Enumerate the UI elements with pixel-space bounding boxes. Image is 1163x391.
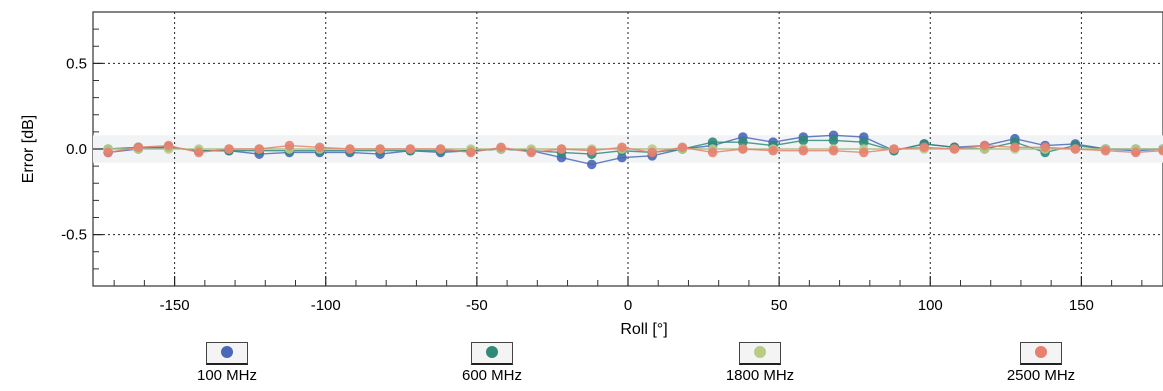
x-tick-label: 50 bbox=[771, 297, 788, 314]
legend-marker-icon bbox=[754, 346, 766, 358]
legend-marker-icon bbox=[221, 346, 233, 358]
series-line bbox=[108, 134, 1163, 166]
data-point bbox=[586, 145, 597, 156]
chart: -150 -100 -50 0 50 100 150 0.5 0.0 -0.5 Roll [°] Er… bbox=[20, 11, 1163, 338]
data-point bbox=[707, 147, 718, 158]
data-point bbox=[163, 140, 174, 151]
data-point bbox=[435, 144, 446, 154]
y-axis-title: Error [dB] bbox=[20, 115, 37, 183]
data-point bbox=[858, 147, 869, 158]
y-tick-label: 0.5 bbox=[66, 55, 87, 72]
x-tick-label: 150 bbox=[1069, 297, 1094, 314]
legend-marker-icon bbox=[486, 346, 498, 358]
data-point bbox=[103, 147, 113, 158]
data-point bbox=[466, 147, 476, 158]
legend-marker-icon bbox=[1035, 346, 1047, 358]
x-tick-label: -50 bbox=[466, 297, 488, 314]
legend-swatch bbox=[1020, 342, 1062, 365]
data-point bbox=[133, 142, 144, 153]
x-tick-label: 0 bbox=[624, 297, 632, 314]
legend-item-1800mhz[interactable]: 1800 MHz bbox=[705, 342, 815, 384]
data-point bbox=[889, 144, 899, 154]
data-point bbox=[647, 147, 657, 158]
x-axis-title: Roll [°] bbox=[620, 321, 667, 338]
data-point bbox=[1070, 144, 1081, 154]
legend-label: 1800 MHz bbox=[725, 367, 795, 384]
x-tick-label: -100 bbox=[311, 297, 341, 314]
data-point bbox=[193, 147, 204, 158]
legend-label: 100 MHz bbox=[196, 367, 258, 384]
data-point bbox=[858, 137, 869, 147]
series-line bbox=[107, 144, 1163, 154]
legend-item-2500mhz[interactable]: 2500 MHz bbox=[986, 342, 1096, 384]
legend-swatch bbox=[206, 342, 248, 365]
data-point bbox=[1100, 145, 1111, 156]
data-point bbox=[828, 145, 839, 156]
data-point bbox=[254, 144, 265, 154]
legend-swatch bbox=[739, 342, 781, 365]
legend: 100 MHz 600 MHz 1800 MHz 2500 MHz bbox=[0, 342, 1163, 391]
series-line bbox=[108, 139, 1163, 155]
y-tick-label: -0.5 bbox=[61, 227, 87, 244]
data-point bbox=[677, 142, 688, 153]
data-point bbox=[949, 144, 960, 154]
data-point bbox=[798, 145, 809, 156]
data-point bbox=[919, 142, 930, 153]
data-point bbox=[496, 142, 506, 153]
data-point bbox=[738, 137, 748, 147]
data-point bbox=[768, 145, 778, 156]
data-point bbox=[617, 152, 627, 163]
data-point bbox=[828, 135, 839, 146]
data-point bbox=[586, 159, 597, 170]
y-tick-label: 0.0 bbox=[66, 141, 87, 158]
data-point bbox=[738, 144, 748, 154]
data-point bbox=[556, 144, 567, 154]
data-point bbox=[1040, 142, 1050, 153]
legend-item-600mhz[interactable]: 600 MHz bbox=[437, 342, 547, 384]
data-point bbox=[526, 147, 537, 158]
data-point bbox=[1130, 147, 1141, 158]
data-point bbox=[284, 140, 295, 151]
data-point bbox=[1158, 145, 1163, 156]
data-point bbox=[707, 137, 718, 147]
legend-item-100mhz[interactable]: 100 MHz bbox=[172, 342, 282, 384]
series-2500mhz bbox=[103, 140, 1163, 158]
x-tick-label: 100 bbox=[918, 297, 943, 314]
data-point bbox=[375, 144, 385, 154]
data-point bbox=[314, 142, 325, 153]
data-point bbox=[979, 140, 990, 151]
legend-label: 2500 MHz bbox=[1006, 367, 1076, 384]
data-point bbox=[1010, 142, 1020, 153]
data-point bbox=[405, 144, 416, 154]
data-point bbox=[798, 135, 809, 146]
data-point bbox=[224, 144, 234, 154]
data-point bbox=[345, 144, 355, 154]
x-tick-label: -150 bbox=[160, 297, 190, 314]
legend-swatch bbox=[471, 342, 513, 365]
legend-label: 600 MHz bbox=[461, 367, 523, 384]
data-point bbox=[617, 142, 627, 153]
